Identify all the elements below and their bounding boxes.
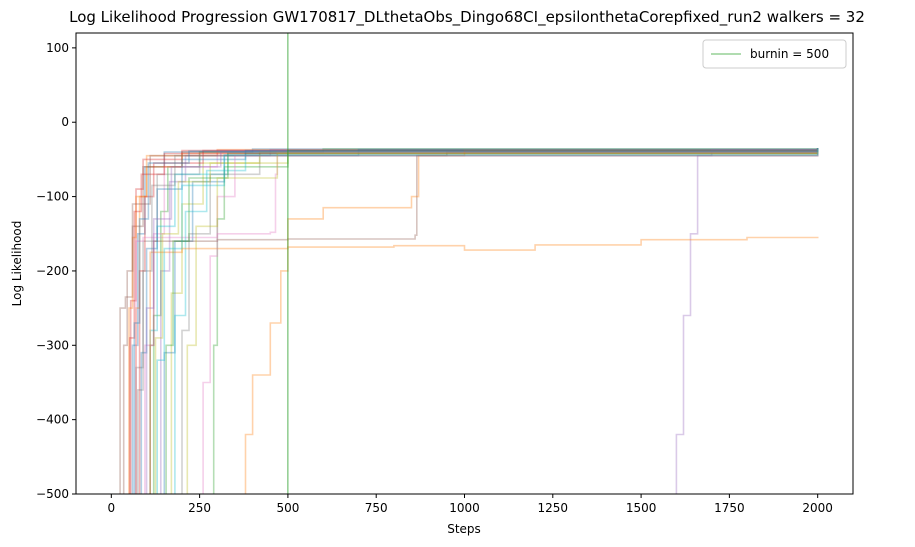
walker-trace-17 <box>135 149 819 494</box>
walker-traces <box>119 148 819 494</box>
walker-trace-24 <box>165 149 819 494</box>
x-tick-label: 1250 <box>538 501 569 515</box>
y-tick-label: −200 <box>36 264 69 278</box>
walker-trace-16 <box>149 149 819 494</box>
walker-trace-8 <box>135 148 819 494</box>
y-tick-label: 0 <box>61 115 69 129</box>
x-tick-label: 0 <box>107 501 115 515</box>
walker-trace-14 <box>138 149 819 494</box>
x-tick-label: 1500 <box>626 501 657 515</box>
walker-trace-19 <box>154 149 819 494</box>
walker-trace-7 <box>144 149 819 494</box>
x-tick-label: 1750 <box>714 501 745 515</box>
legend-box <box>702 39 847 69</box>
legend-label: burnin = 500 <box>750 47 829 61</box>
walker-trace-1 <box>131 148 819 494</box>
walker-trace-6 <box>119 148 819 494</box>
walker-trace-9 <box>170 149 819 494</box>
walker-trace-10 <box>149 148 819 494</box>
walker-trace-32 <box>133 148 819 494</box>
legend: burnin = 500 <box>702 39 847 69</box>
walker-trace-5 <box>160 148 819 494</box>
y-tick-label: 100 <box>46 41 69 55</box>
x-tick-label: 750 <box>365 501 388 515</box>
walker-trace-18 <box>181 148 819 494</box>
walker-trace-15 <box>675 148 819 494</box>
walker-trace-3 <box>152 148 819 494</box>
walker-trace-28 <box>202 149 819 494</box>
x-tick-label: 1000 <box>449 501 480 515</box>
walker-trace-21 <box>244 149 819 494</box>
walker-trace-31 <box>156 148 819 494</box>
walker-trace-27 <box>122 148 819 494</box>
chart-title: Log Likelihood Progression GW170817_DLth… <box>69 8 865 27</box>
walker-trace-22 <box>149 236 819 494</box>
walker-trace-2 <box>135 148 819 494</box>
y-tick-label: −100 <box>36 190 69 204</box>
walker-trace-11 <box>163 148 819 494</box>
x-axis-label: Steps <box>447 522 481 536</box>
walker-trace-13 <box>212 148 819 494</box>
walker-trace-23 <box>140 148 819 494</box>
walker-trace-12 <box>128 149 819 494</box>
x-tick-label: 2000 <box>802 501 833 515</box>
x-tick-label: 250 <box>188 501 211 515</box>
y-axis: 100 0 −100 −200 −300 −400 −500 <box>36 41 76 501</box>
x-axis: 0 250 500 750 1000 1250 1500 1750 2000 <box>107 494 833 515</box>
plot-frame <box>75 32 854 495</box>
y-axis-label: Log Likelihood <box>10 221 24 307</box>
walker-trace-30 <box>186 149 819 494</box>
walker-trace-29 <box>137 148 819 494</box>
x-tick-label: 500 <box>276 501 299 515</box>
walker-trace-20 <box>174 148 819 494</box>
walker-trace-26 <box>145 149 819 494</box>
y-tick-label: −300 <box>36 338 69 352</box>
y-tick-label: −500 <box>36 487 69 501</box>
walker-trace-25 <box>128 148 819 494</box>
y-tick-label: −400 <box>36 413 69 427</box>
walker-trace-4 <box>129 149 819 494</box>
